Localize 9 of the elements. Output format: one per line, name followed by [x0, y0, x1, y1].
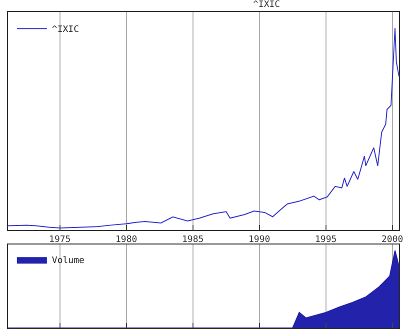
x-tick-label: 1995	[315, 234, 337, 245]
chart-title: ^IXIC	[253, 0, 280, 10]
x-tick-label: 1990	[248, 234, 270, 245]
x-tick-label: 1985	[182, 234, 204, 245]
x-tick-label: 1975	[49, 234, 71, 245]
x-tick-label: 1980	[116, 234, 138, 245]
legend-label: ^IXIC	[52, 25, 80, 36]
x-tick-label: 2000	[382, 234, 404, 245]
legend-label: Volume	[52, 256, 84, 266]
